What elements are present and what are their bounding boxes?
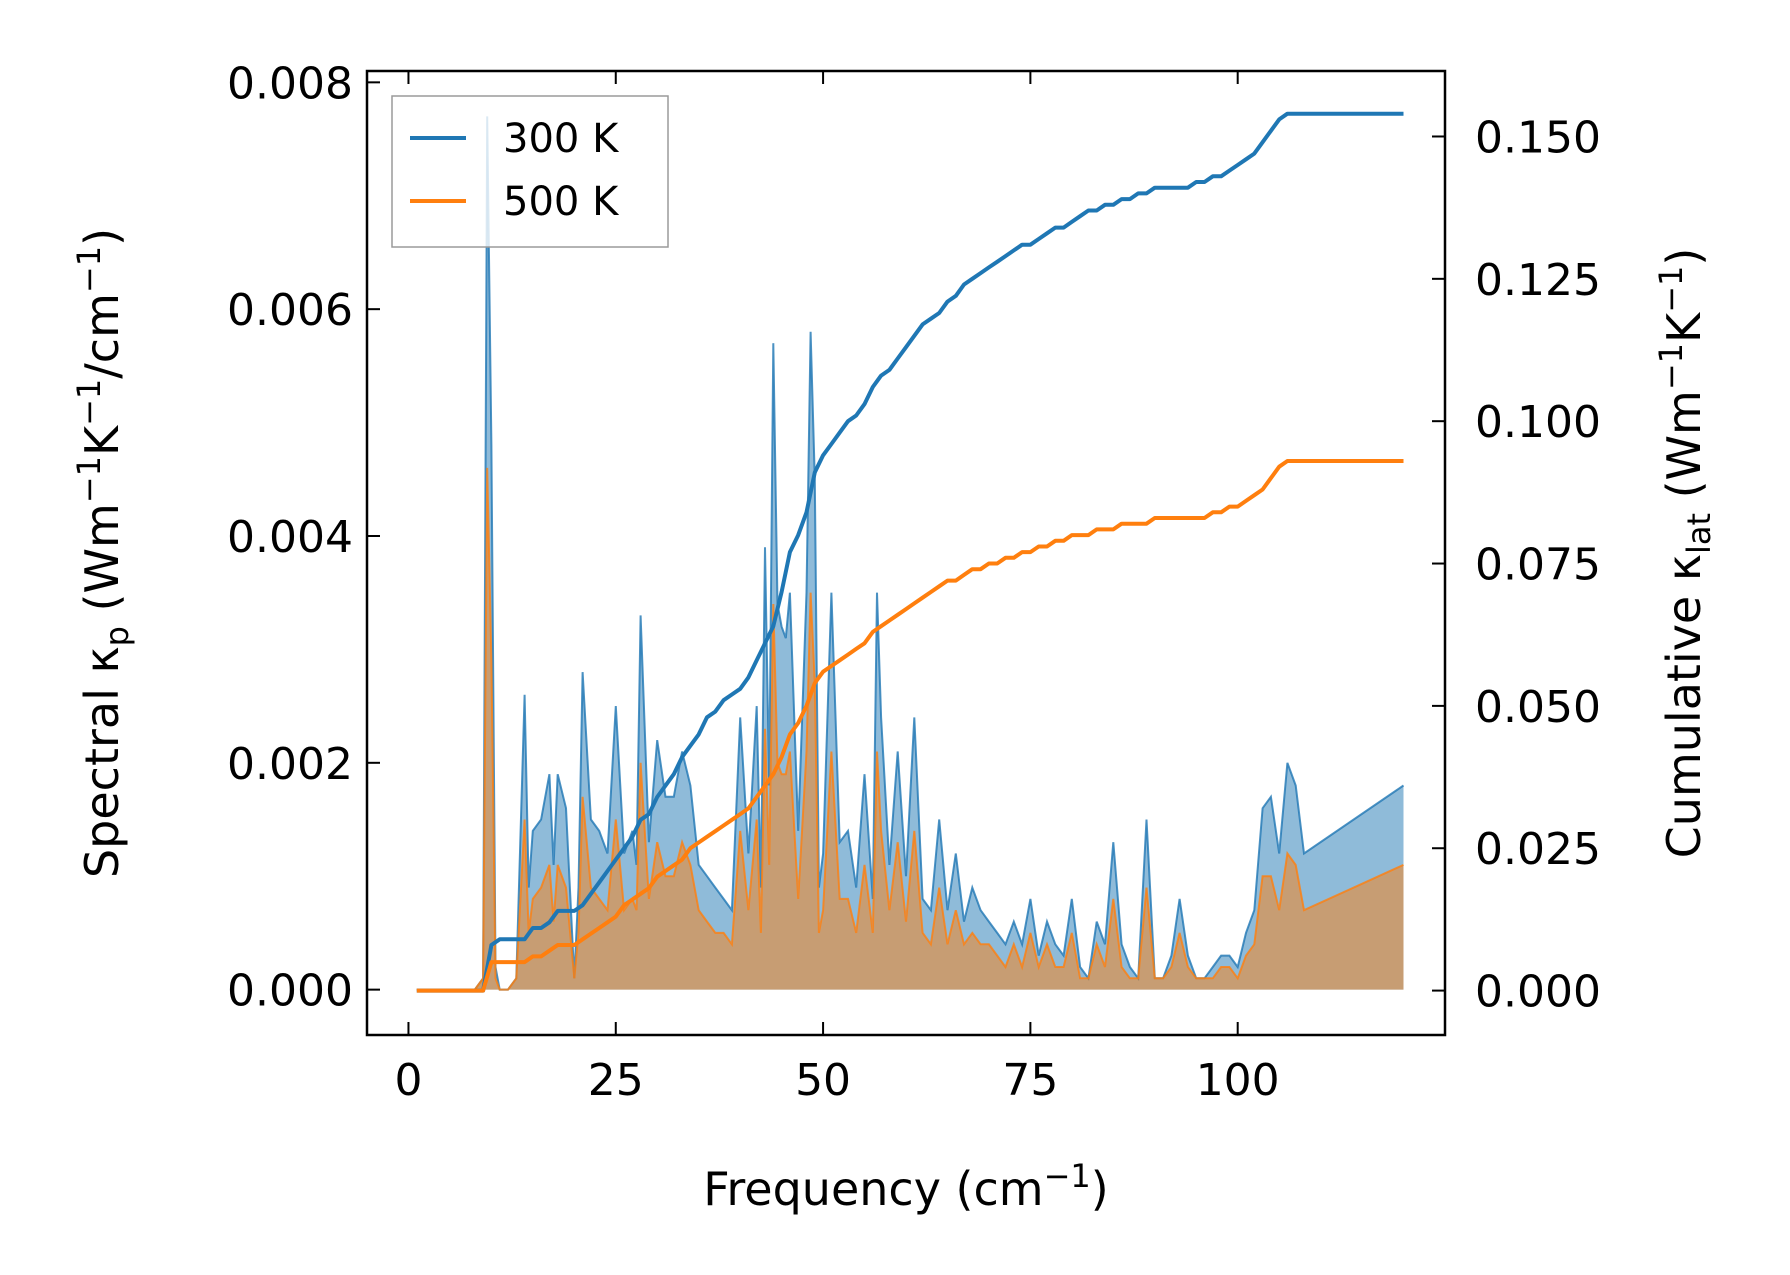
spectral-line-300K xyxy=(416,116,1405,991)
y-left-axis-title-part: −1 xyxy=(70,246,108,293)
axis-ticks: 0 25 50 75 100 0.000 0.002 0.004 0.006 0.008 0.000… xyxy=(227,58,1601,1106)
y-left-tick-label: 0.004 xyxy=(227,512,353,563)
y-right-tick-label: 0.125 xyxy=(1475,255,1601,306)
x-axis-title-tail: ) xyxy=(1091,1162,1109,1216)
y-left-tick-label: 0.002 xyxy=(227,739,353,790)
y-right-axis-title-part: K xyxy=(1657,311,1711,343)
y-right-axis-title-part: ) xyxy=(1657,248,1711,266)
y-right-axis-title-part: (Wm xyxy=(1657,390,1711,513)
legend-box xyxy=(391,95,669,248)
x-tick-label: 100 xyxy=(1196,1055,1280,1106)
axis-titles: Frequency (cm−1)Spectral κp (Wm−1K−1/cm−… xyxy=(70,228,1718,1216)
y-right-axis-title-part: lat xyxy=(1680,513,1718,554)
y-right-axis-title-text: Cumulative κlat (Wm−1K−1) xyxy=(1652,248,1718,859)
y-left-tick-label: 0.000 xyxy=(227,966,353,1017)
y-left-axis-title-part: ) xyxy=(75,228,129,246)
y-right-tick-label: 0.075 xyxy=(1475,540,1601,591)
cumulative-lines xyxy=(416,111,1404,993)
legend-label: 300 K xyxy=(503,116,620,162)
y-left-axis-title-part: Spectral κ xyxy=(75,646,129,878)
y-left-axis-title: Spectral κp (Wm−1K−1/cm−1) xyxy=(70,228,136,878)
x-axis-title-sup: −1 xyxy=(1044,1157,1091,1195)
y-right-axis-title-part: Cumulative κ xyxy=(1657,554,1711,858)
x-tick-label: 50 xyxy=(795,1055,851,1106)
y-left-axis-title-part: −1 xyxy=(70,456,108,503)
cumulative-line-500K xyxy=(416,459,1404,993)
y-left-axis-title-part: K xyxy=(75,424,129,456)
spectral-line-500K xyxy=(416,467,1404,991)
y-right-axis-title: Cumulative κlat (Wm−1K−1) xyxy=(1652,248,1718,859)
y-left-axis-title-part: −1 xyxy=(70,379,108,426)
y-left-tick-label: 0.006 xyxy=(227,285,353,336)
y-left-axis-title-part: (Wm xyxy=(75,503,129,626)
y-right-tick-label: 0.025 xyxy=(1475,824,1601,875)
y-right-axis-title-part: −1 xyxy=(1652,343,1690,390)
legend: 300 K 500 K xyxy=(391,95,669,248)
y-left-axis-title-part: p xyxy=(98,626,136,646)
y-right-tick-label: 0.000 xyxy=(1475,967,1601,1018)
x-tick-label: 25 xyxy=(588,1055,644,1106)
x-tick-label: 0 xyxy=(394,1055,422,1106)
cumulative-line-300K xyxy=(416,111,1404,993)
y-right-tick-label: 0.100 xyxy=(1475,397,1601,448)
y-left-axis-title-text: Spectral κp (Wm−1K−1/cm−1) xyxy=(70,228,136,878)
spectral-fills xyxy=(416,116,1405,991)
y-right-axis-title-part: −1 xyxy=(1652,266,1690,313)
plot-frame xyxy=(365,69,1447,1037)
x-axis-title-text: Frequency (cm xyxy=(703,1162,1043,1216)
x-axis-title: Frequency (cm−1) xyxy=(703,1157,1108,1216)
y-left-tick-label: 0.008 xyxy=(227,58,353,109)
x-tick-label: 75 xyxy=(1002,1055,1058,1106)
y-left-axis-title-part: /cm xyxy=(75,293,129,379)
legend-label: 500 K xyxy=(503,179,620,225)
y-right-tick-label: 0.050 xyxy=(1475,682,1601,733)
y-right-tick-label: 0.150 xyxy=(1475,112,1601,163)
